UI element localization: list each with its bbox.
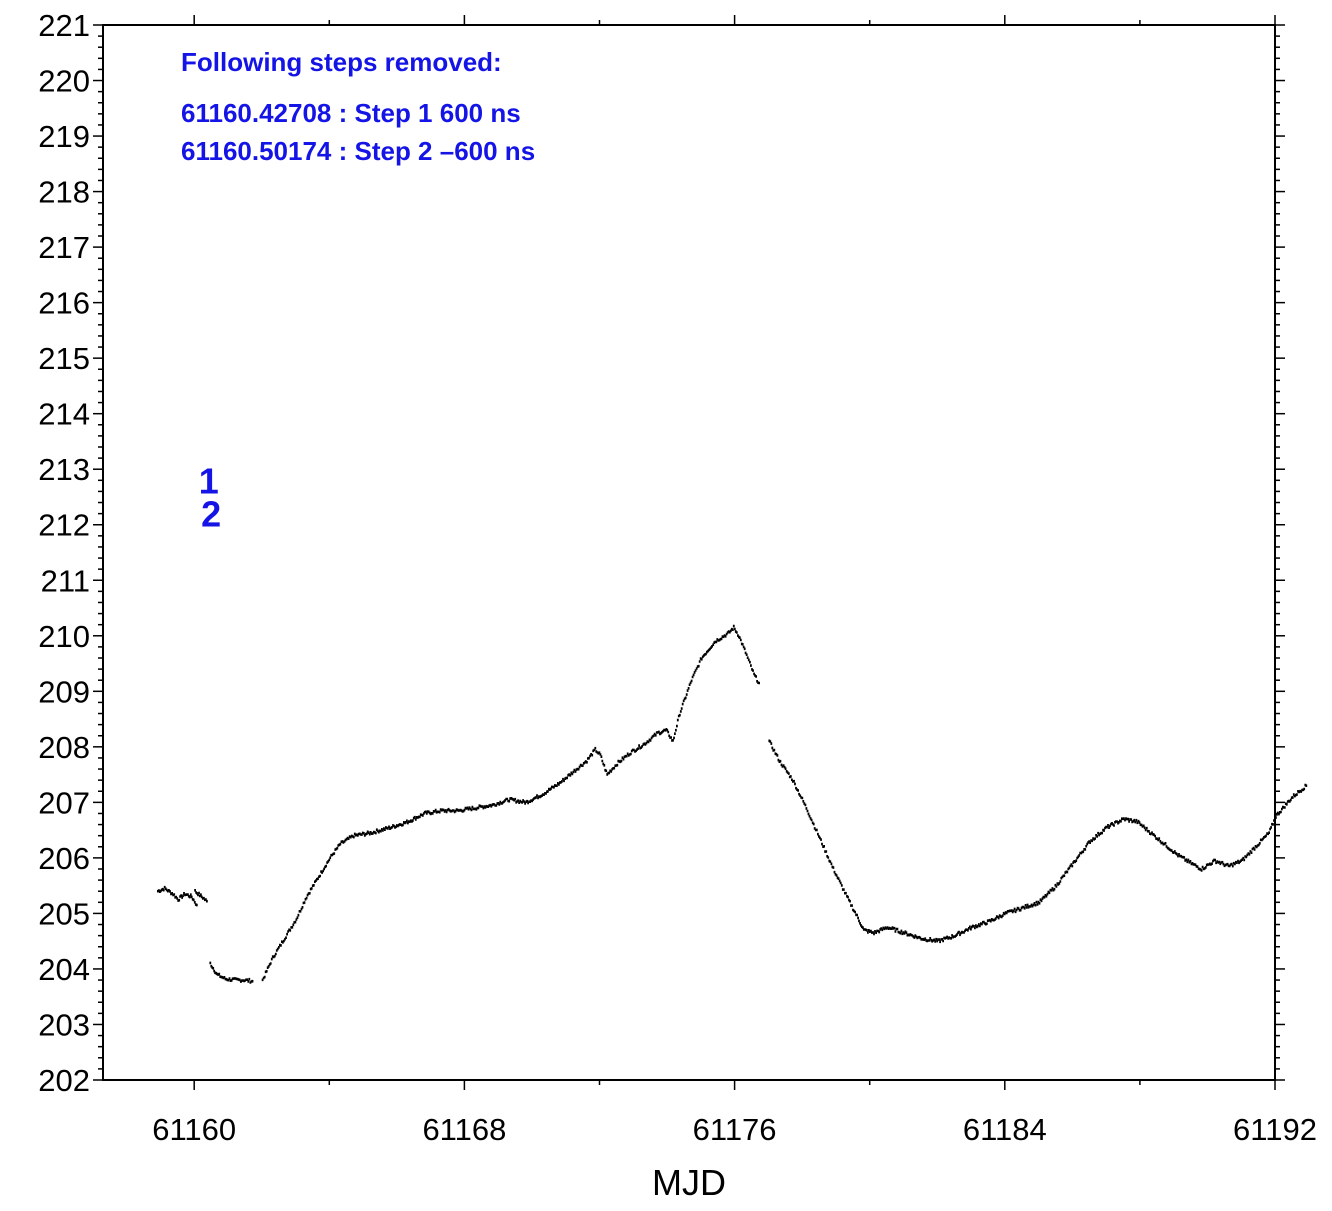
y-tick-label: 219 bbox=[38, 119, 90, 154]
x-axis-label: MJD bbox=[652, 1162, 726, 1203]
data-segment bbox=[194, 889, 208, 903]
y-tick-label: 210 bbox=[38, 619, 90, 654]
y-tick-label: 211 bbox=[41, 563, 90, 598]
data-series bbox=[157, 624, 1308, 984]
axis-ticks bbox=[93, 15, 1285, 1090]
annotation-line-1: 61160.42708 : Step 1 600 ns bbox=[181, 98, 521, 128]
y-tick-labels: 202 203 204 205 206 207 208 209 210 211 212 213 214 2… bbox=[38, 8, 90, 1098]
x-tick-label: 61176 bbox=[693, 1112, 777, 1147]
y-tick-label: 209 bbox=[38, 674, 90, 709]
data-segment bbox=[768, 739, 1308, 944]
step-marker-label: 2 bbox=[201, 494, 221, 535]
data-segment bbox=[157, 885, 198, 907]
y-tick-label: 213 bbox=[38, 452, 90, 487]
data-segment bbox=[261, 624, 760, 982]
y-tick-label: 216 bbox=[38, 286, 90, 321]
y-tick-label: 208 bbox=[38, 730, 90, 765]
y-tick-label: 202 bbox=[38, 1063, 90, 1098]
y-tick-label: 215 bbox=[38, 341, 90, 376]
annotation-header: Following steps removed: bbox=[181, 47, 502, 77]
plot-frame bbox=[102, 24, 1276, 1081]
x-tick-labels: 61160 61168 61176 61184 61192 bbox=[152, 1112, 1317, 1147]
y-tick-label: 218 bbox=[38, 175, 90, 210]
y-tick-label: 220 bbox=[38, 64, 90, 99]
y-tick-label: 204 bbox=[38, 952, 90, 987]
y-tick-label: 207 bbox=[38, 785, 90, 820]
x-tick-label: 61192 bbox=[1233, 1112, 1317, 1147]
x-tick-label: 61160 bbox=[152, 1112, 236, 1147]
y-tick-label: 221 bbox=[38, 8, 90, 43]
annotation-line-2: 61160.50174 : Step 2 –600 ns bbox=[181, 136, 535, 166]
y-tick-label: 206 bbox=[38, 841, 90, 876]
x-tick-label: 61184 bbox=[963, 1112, 1047, 1147]
y-tick-label: 217 bbox=[38, 230, 90, 265]
step-marker-label: 1 bbox=[199, 460, 219, 501]
x-tick-label: 61168 bbox=[422, 1112, 506, 1147]
y-tick-label: 203 bbox=[38, 1007, 90, 1042]
data-segment bbox=[209, 961, 254, 984]
step-markers: 12 bbox=[199, 460, 221, 534]
y-tick-label: 214 bbox=[38, 397, 90, 432]
y-tick-label: 205 bbox=[38, 896, 90, 931]
y-tick-label: 212 bbox=[38, 508, 90, 543]
